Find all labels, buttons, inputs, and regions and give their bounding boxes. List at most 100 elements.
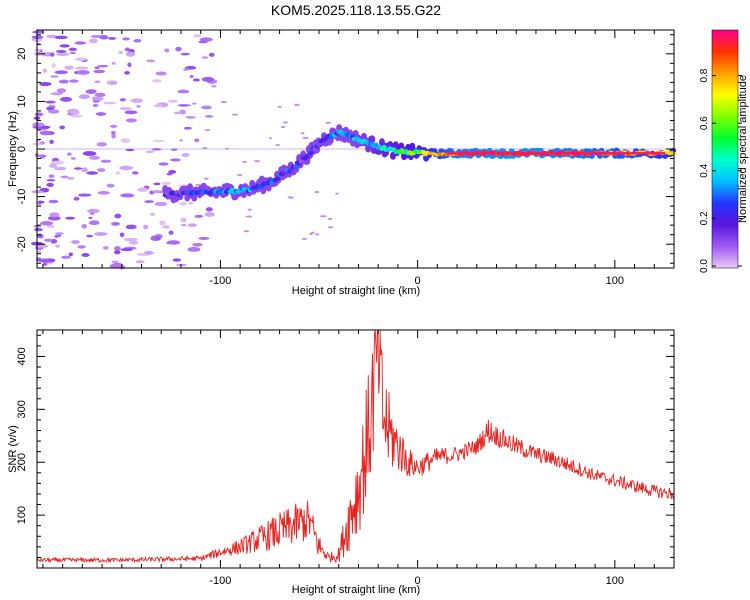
spectrogram-noise-cell (174, 111, 180, 115)
spectrogram-noise-cell (152, 79, 162, 83)
spectrogram-core-cell (565, 152, 569, 155)
spectrogram-noise-cell (78, 193, 92, 197)
spectrogram-noise-cell (48, 199, 59, 204)
spectrogram-noise-cell (335, 192, 339, 195)
spectrogram-noise-cell (208, 52, 215, 57)
spectrogram-core-cell (496, 152, 500, 155)
spectrogram-noise-cell (58, 79, 69, 84)
spectrogram-noise-cell (151, 147, 162, 151)
snr-ytick-label: 100 (16, 506, 28, 524)
spectrogram-noise-cell (192, 34, 202, 38)
spectrogram-cell (369, 135, 376, 144)
spectrogram-noise-cell (87, 208, 100, 214)
spectrogram-noise-cell (60, 175, 69, 179)
spectrogram-noise-cell (102, 246, 109, 250)
spectrogram-noise-cell (86, 234, 93, 238)
snr-xtick-label: -100 (209, 575, 231, 587)
spectrogram-noise-cell (69, 79, 79, 83)
spectrogram-noise-cell (69, 110, 80, 115)
spectrogram-core-cell (492, 152, 495, 155)
spectrogram-core-cell (608, 152, 611, 155)
spectrogram-core-cell (506, 152, 509, 155)
spectrogram-noise-cell (325, 121, 332, 124)
snr-xtick-label: 100 (606, 575, 624, 587)
spectrogram-noise-cell (50, 75, 59, 78)
spectrogram-core-cell (634, 152, 637, 155)
spectrogram-noise-cell (65, 216, 76, 220)
spectrogram-noise-cell (32, 122, 45, 128)
spectrogram-core-cell (449, 152, 453, 155)
spectrogram-noise-cell (51, 63, 56, 68)
snr-panel: -100 0 100 400 300 200 100 Height of straight … (7, 329, 675, 596)
spectrogram-ytick-label: 0 (16, 146, 28, 152)
spectrogram-noise-cell (88, 38, 98, 44)
spectrogram-noise-cell (153, 104, 163, 108)
colorbar: 0.0 0.2 0.4 0.6 0.8 Normalized spectral ampl… (699, 29, 749, 273)
spectrogram-noise-cell (179, 202, 188, 206)
spectrogram-noise-cell (97, 190, 110, 195)
spectrogram-noise-cell (34, 48, 42, 52)
spectrogram-noise-cell (187, 247, 201, 252)
snr-ylabel: SNR (v/v) (7, 425, 19, 473)
spectrogram-core-cell (650, 152, 654, 155)
spectrogram-core-cell (470, 152, 474, 155)
spectrogram-noise-cell (82, 151, 97, 156)
spectrogram-noise-cell (180, 224, 187, 227)
spectrogram-noise-cell (46, 106, 55, 111)
spectrogram-noise-cell (164, 48, 170, 53)
spectrogram-core-cell (513, 152, 516, 155)
spectrogram-noise-cell (124, 110, 138, 115)
spectrogram-noise-cell (170, 158, 181, 162)
colorbar-tick-label: 0.0 (699, 259, 710, 273)
spectrogram-noise-cell (74, 41, 87, 45)
spectrogram-core-cell (577, 152, 580, 155)
spectrogram-noise-cell (194, 138, 200, 143)
spectrogram-noise-cell (48, 174, 55, 179)
spectrogram-core-cell (612, 152, 616, 155)
spectrogram-core-cell (643, 152, 647, 155)
spectrogram-core-cell (638, 152, 642, 155)
spectrogram-noise-cell (177, 104, 191, 107)
spectrogram-core-cell (615, 152, 618, 155)
spectrogram-noise-cell (55, 232, 64, 235)
spectrogram-core-cell (553, 152, 557, 155)
spectrogram-noise-cell (133, 38, 142, 43)
spectrogram-noise-cell (31, 35, 44, 39)
spectrogram-noise-cell (111, 61, 116, 65)
spectrogram-noise-cell (168, 230, 174, 235)
spectrogram-noise-cell (68, 252, 73, 257)
spectrogram-noise-cell (31, 190, 44, 194)
colorbar-tick-label: 0.6 (699, 116, 710, 130)
spectrogram-noise-cell (71, 240, 80, 244)
spectrogram-noise-cell (97, 168, 106, 172)
spectrogram-noise-cell (85, 89, 97, 95)
spectrogram-noise-cell (44, 238, 53, 242)
spectrogram-xtick-label: 100 (606, 275, 624, 287)
spectrogram-noise-cell (137, 187, 149, 192)
spectrogram-noise-cell (119, 232, 125, 238)
spectrogram-noise-cell (225, 147, 229, 150)
spectrogram-noise-cell (124, 71, 130, 75)
spectrogram-noise-cell (109, 81, 117, 85)
spectrogram-noise-cell (125, 118, 137, 123)
spectrogram-noise-cell (111, 221, 120, 226)
spectrogram-core-cell (527, 152, 531, 155)
spectrogram-noise-cell (56, 234, 62, 237)
spectrogram-noise-cell (120, 193, 135, 198)
spectrogram-core-cell (636, 152, 640, 155)
spectrogram-noise-cell (75, 57, 87, 62)
spectrogram-ytick-label: -10 (16, 189, 28, 205)
spectrogram-noise-cell (55, 244, 61, 248)
spectrogram-core-cell (494, 152, 498, 155)
spectrogram-core-cell (641, 152, 644, 155)
spectrogram-noise-cell (150, 212, 156, 216)
spectrogram-core-cell (534, 152, 538, 155)
spectrogram-cell (292, 164, 298, 169)
colorbar-label: Normalized spectral amplitude (737, 75, 749, 223)
spectrogram-core-cell (508, 152, 512, 155)
colorbar-tick-label: 0.2 (699, 211, 710, 225)
colorbar-ticks: 0.0 0.2 0.4 0.6 0.8 (699, 68, 742, 273)
colorbar-ramp (711, 29, 739, 269)
spectrogram-noise-cell (100, 159, 112, 163)
